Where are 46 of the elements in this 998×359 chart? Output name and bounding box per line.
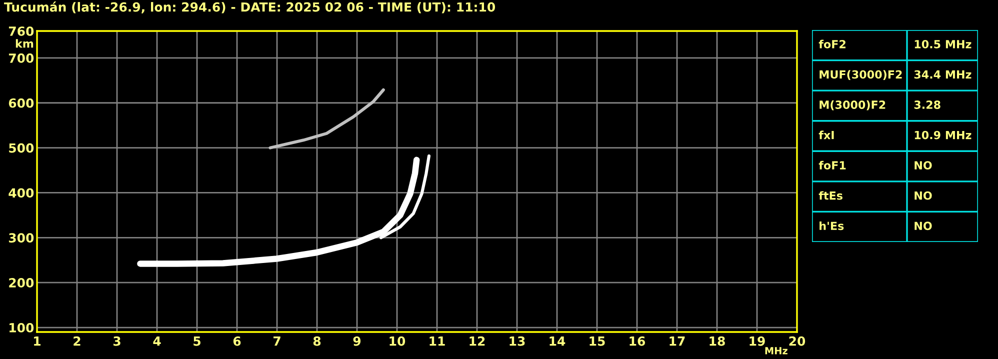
x-tick-label: 17	[670, 336, 685, 346]
x-tick-label: 6	[233, 336, 241, 346]
x-axis-title: MHz	[765, 347, 788, 354]
text: 10.5 MHz	[914, 40, 972, 48]
y-tick-label: 700	[8, 53, 34, 63]
x-tick-label: 1	[34, 336, 40, 346]
y-tick-label: 500	[9, 143, 34, 153]
text: ftEs	[818, 191, 842, 200]
x-tick-label: 2	[74, 336, 80, 346]
x-tick-label: 9	[353, 336, 361, 346]
line-series	[268, 88, 385, 150]
x-tick-label: 11	[430, 336, 445, 346]
text: NO	[914, 161, 932, 170]
text: 34.4 MHz	[914, 70, 972, 79]
x-tick-label: 19	[750, 336, 765, 346]
x-tick-label: 15	[590, 336, 605, 346]
x-tick-label: 3	[113, 336, 120, 346]
y-tick-label: 200	[9, 278, 34, 288]
x-tick-label: 20	[789, 336, 806, 346]
text: NO	[914, 222, 932, 230]
x-tick-label: 14	[550, 336, 566, 346]
x-tick-label: 10	[390, 336, 406, 346]
x-tick-label: 5	[194, 336, 200, 346]
text: 3.28	[914, 100, 940, 109]
y-tick-label: 760	[8, 26, 34, 36]
text: NO	[914, 191, 932, 200]
x-tick-label: 4	[153, 336, 161, 346]
x-tick-label: 12	[470, 336, 485, 346]
text: MUF(3000)F2	[820, 70, 902, 80]
y-tick-label: 600	[8, 98, 34, 108]
y-tick-label: 400	[8, 188, 34, 198]
y-tick-label: 300	[8, 233, 34, 243]
y-axis-title: km	[16, 39, 34, 48]
x-tick-label: 7	[273, 336, 280, 346]
text: 10.9 MHz	[914, 130, 972, 140]
text: h'Es	[820, 221, 844, 230]
text: foF1	[818, 160, 846, 170]
x-tick-label: 16	[630, 336, 646, 346]
text: foF2	[818, 40, 846, 48]
x-tick-label: 8	[313, 336, 321, 346]
x-tick-label: 13	[510, 336, 525, 346]
y-tick-label: 100	[10, 322, 34, 332]
text: fxI	[818, 130, 834, 140]
x-tick-label: 18	[710, 336, 725, 346]
chart-title: Tucumán (lat: -26.9, lon: 294.6) - DATE: 2025 02 06 - TIME (UT): 11:10	[4, 2, 496, 14]
text: M(3000)F2	[820, 100, 886, 110]
